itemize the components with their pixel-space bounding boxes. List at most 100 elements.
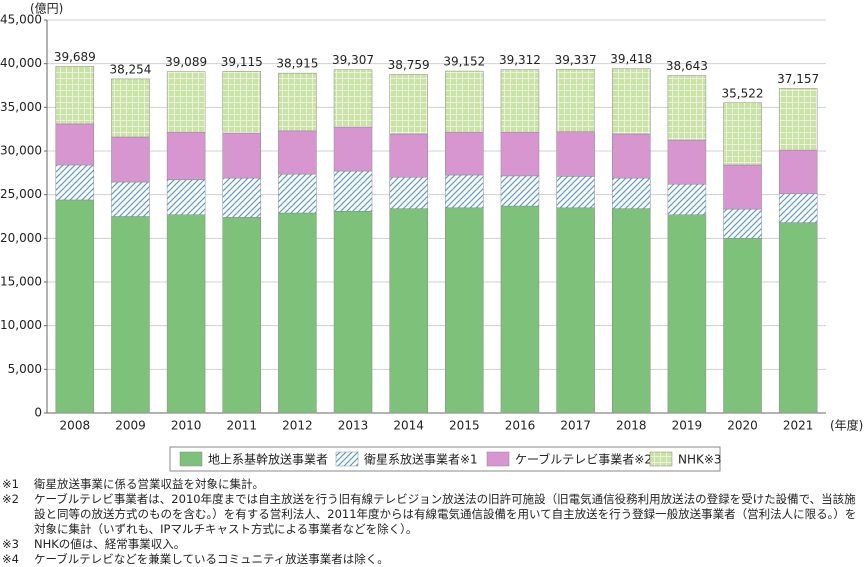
x-tick-label: 2016 — [505, 419, 536, 433]
bar-segment — [278, 130, 317, 175]
legend-swatch — [179, 451, 203, 467]
bar-segment — [166, 214, 206, 414]
bar-segment — [612, 208, 651, 414]
bar-segment — [556, 69, 595, 133]
bar-segment — [55, 66, 95, 125]
bar-segment — [111, 136, 150, 183]
footnote-text: ケーブルテレビなどを兼業しているコミュニティ放送事業者は除く。 — [34, 552, 389, 566]
y-tick-label: 15,000 — [0, 275, 42, 289]
bar-segment — [445, 70, 484, 133]
y-tick-label: 45,000 — [0, 13, 42, 27]
footnote-text: ケーブルテレビ事業者は、2010年度までは自主放送を行う旧有線テレビジョン放送法… — [34, 492, 857, 536]
total-label: 39,152 — [443, 55, 485, 69]
y-tick-label: 20,000 — [0, 231, 42, 245]
bar-segment — [278, 212, 317, 414]
bar-segment — [778, 193, 818, 223]
bar-segment — [723, 208, 762, 239]
y-tick-label: 10,000 — [0, 318, 42, 332]
x-tick-label: 2015 — [449, 419, 480, 433]
footnote-text: 衛星放送事業に係る営業収益を対象に集計。 — [34, 477, 264, 491]
total-label: 39,089 — [165, 55, 207, 69]
bar-segment — [500, 131, 540, 177]
bar-segment — [667, 139, 707, 185]
bar-segment — [166, 71, 206, 133]
x-tick-label: 2021 — [783, 419, 814, 433]
footnote-marker: ※3 — [2, 537, 19, 551]
x-tick-label: 2010 — [171, 419, 202, 433]
bar-segment — [389, 74, 428, 135]
y-tick-label: 5,000 — [8, 362, 42, 376]
legend-swatch — [335, 451, 359, 467]
y-tick-label: 0 — [34, 406, 42, 420]
total-label: 39,312 — [499, 53, 541, 67]
y-tick-label: 40,000 — [0, 56, 42, 70]
bar-segment — [778, 88, 818, 151]
legend-label: ケーブルテレビ事業者※2 — [515, 452, 652, 467]
bar-segment — [723, 102, 762, 166]
x-tick-label: 2012 — [282, 419, 313, 433]
total-label: 39,115 — [221, 55, 263, 69]
bar-segment — [55, 123, 95, 166]
bar-segment — [556, 131, 595, 177]
bar-segment — [500, 175, 540, 207]
bar-segment — [778, 149, 818, 195]
total-label: 37,157 — [777, 72, 819, 86]
bar-segment — [278, 173, 317, 214]
bar-segment — [333, 170, 373, 212]
bar-segment — [389, 176, 428, 209]
x-tick-label: 2011 — [226, 419, 257, 433]
x-tick-label: 2009 — [115, 419, 146, 433]
bar-segment — [333, 69, 373, 128]
total-label: 38,254 — [109, 62, 151, 76]
bar-segment — [500, 205, 540, 414]
footnote-marker: ※4 — [2, 552, 19, 566]
bar-segment — [166, 131, 206, 181]
legend-box — [169, 446, 721, 472]
total-label: 39,689 — [54, 50, 96, 64]
total-label: 39,418 — [610, 52, 652, 66]
bar-segment — [778, 222, 818, 414]
legend-swatch — [486, 451, 510, 467]
total-label: 39,307 — [332, 53, 374, 67]
bar-segment — [723, 238, 762, 414]
y-tick-label: 25,000 — [0, 187, 42, 201]
legend-label: 衛星系放送事業者※1 — [364, 452, 478, 467]
footnote-text: NHKの値は、経常事業収入。 — [34, 537, 186, 551]
bar-segment — [111, 78, 150, 138]
total-label: 38,759 — [388, 58, 430, 72]
legend-label: NHK※3 — [678, 453, 722, 467]
x-tick-label: 2014 — [393, 419, 424, 433]
bar-segment — [55, 199, 95, 414]
bar-segment — [556, 207, 595, 414]
bar-segment — [333, 211, 373, 414]
x-tick-label: 2018 — [616, 419, 647, 433]
footnote-marker: ※1 — [2, 477, 19, 491]
bar-segment — [723, 164, 762, 210]
total-label: 38,643 — [666, 59, 708, 73]
bar-segment — [667, 183, 707, 216]
x-tick-label: 2019 — [672, 419, 703, 433]
bar-segment — [389, 208, 428, 414]
legend-label: 地上系基幹放送事業者 — [208, 452, 328, 467]
bar-segment — [166, 179, 206, 216]
bar-segment — [612, 68, 651, 135]
bar-segment — [111, 216, 150, 414]
bar-segment — [445, 131, 484, 176]
total-label: 35,522 — [722, 86, 764, 100]
bar-segment — [278, 72, 317, 132]
bar-segment — [612, 177, 651, 209]
bar-segment — [445, 207, 484, 414]
bar-segment — [55, 164, 95, 201]
y-tick-label: 35,000 — [0, 100, 42, 114]
y-tick-label: 30,000 — [0, 144, 42, 158]
x-tick-label: 2013 — [338, 419, 369, 433]
total-label: 39,337 — [555, 53, 597, 67]
bar-segment — [222, 71, 261, 134]
x-tick-label: 2008 — [60, 419, 91, 433]
footnote-marker: ※2 — [2, 492, 19, 506]
x-tick-label: 2020 — [727, 419, 758, 433]
bar-segment — [667, 75, 707, 141]
bar-segment — [333, 126, 373, 172]
chart: (億円) 0 5,000 10,000 15,000 20,000 25,000 30,00… — [0, 2, 863, 472]
